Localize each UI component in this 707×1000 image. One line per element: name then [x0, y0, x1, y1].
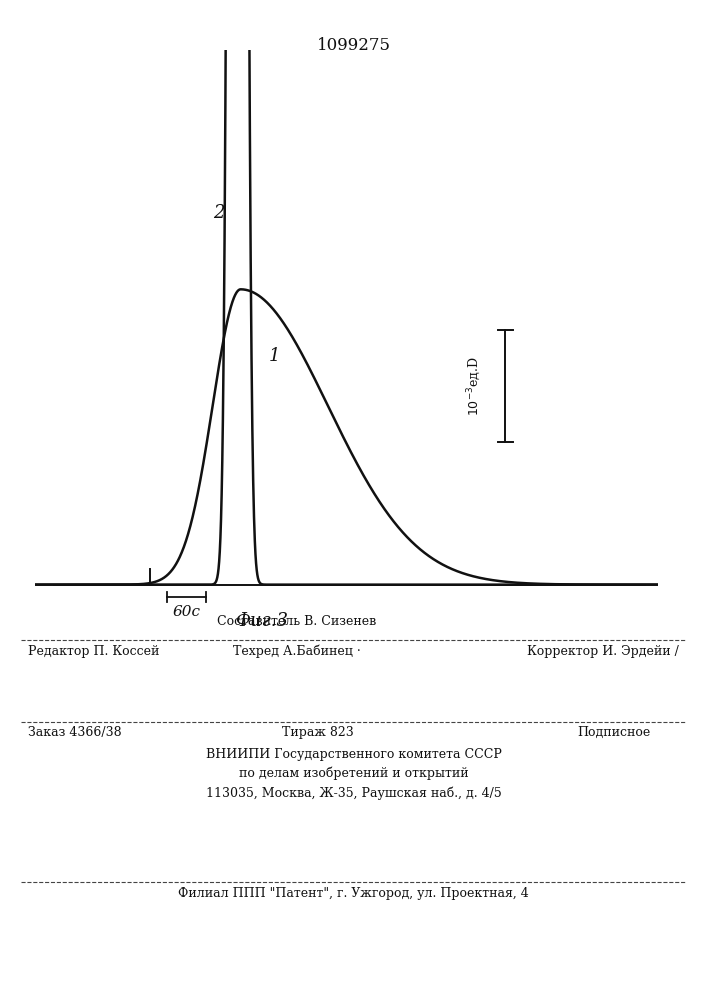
Text: 2: 2 [213, 204, 224, 222]
Text: 1: 1 [269, 347, 280, 365]
Text: Тираж 823: Тираж 823 [282, 726, 354, 739]
Text: Техред А.Бабинец ·: Техред А.Бабинец · [233, 645, 361, 658]
Text: по делам изобретений и открытий: по делам изобретений и открытий [239, 767, 468, 780]
Text: Фиг.3: Фиг.3 [235, 612, 288, 630]
Text: ВНИИПИ Государственного комитета СССР: ВНИИПИ Государственного комитета СССР [206, 748, 501, 761]
Text: 1099275: 1099275 [317, 37, 390, 54]
Text: 60c: 60c [173, 605, 201, 619]
Text: Заказ 4366/38: Заказ 4366/38 [28, 726, 122, 739]
Text: Подписное: Подписное [577, 726, 650, 739]
Text: Филиал ППП "Патент", г. Ужгород, ул. Проектная, 4: Филиал ППП "Патент", г. Ужгород, ул. Про… [178, 887, 529, 900]
Text: Составитель В. Сизенев: Составитель В. Сизенев [217, 615, 377, 628]
Text: Корректор И. Эрдейи /: Корректор И. Эрдейи / [527, 645, 679, 658]
Text: $10^{-3}$ед.D: $10^{-3}$ед.D [465, 356, 483, 416]
Text: Редактор П. Коссей: Редактор П. Коссей [28, 645, 160, 658]
Text: 113035, Москва, Ж-35, Раушская наб., д. 4/5: 113035, Москва, Ж-35, Раушская наб., д. … [206, 786, 501, 800]
